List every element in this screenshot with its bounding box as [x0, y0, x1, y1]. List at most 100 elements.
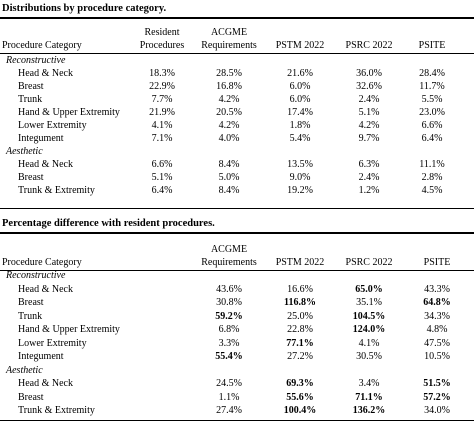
row-category: Trunk: [18, 94, 43, 105]
value-cell: 100.4%: [283, 405, 317, 416]
table-bottom-rule: [0, 420, 474, 421]
value-cell: 55.6%: [286, 391, 314, 403]
row-category: Breast: [18, 391, 44, 403]
value-cell: 35.1%: [356, 297, 382, 308]
value-cell: 28.4%: [419, 68, 445, 79]
value-cell: 5.5%: [421, 94, 443, 105]
value-cell: 124.0%: [352, 324, 386, 335]
value-cell: 28.5%: [216, 68, 242, 79]
value-cell: 1.8%: [289, 120, 311, 131]
row-category: Head & Neck: [18, 378, 73, 389]
value-cell: 27.4%: [216, 405, 242, 416]
row-category: Breast: [18, 172, 44, 183]
table-bottom-rule: [0, 208, 474, 209]
value-cell: 30.5%: [356, 351, 382, 362]
value-cell: 21.6%: [287, 68, 313, 79]
column-header: ACGME Requirements: [201, 244, 257, 268]
value-cell: 8.4%: [218, 159, 240, 170]
value-cell: 10.5%: [424, 351, 450, 362]
column-header: PSITE: [418, 40, 446, 51]
value-cell: 16.6%: [287, 283, 313, 295]
row-category: Head & Neck: [18, 68, 73, 79]
section-label: Reconstructive: [6, 270, 66, 281]
row-category: Head & Neck: [18, 159, 73, 170]
value-cell: 4.2%: [218, 94, 240, 105]
value-cell: 1.2%: [358, 185, 380, 196]
value-cell: 5.1%: [358, 107, 380, 118]
value-cell: 7.1%: [151, 133, 173, 144]
value-cell: 64.8%: [423, 297, 451, 308]
value-cell: 27.2%: [287, 351, 313, 362]
value-cell: 43.6%: [216, 283, 242, 295]
value-cell: 69.3%: [286, 378, 314, 389]
row-category: Integument: [18, 351, 64, 362]
value-cell: 34.0%: [424, 405, 450, 416]
value-cell: 19.2%: [287, 185, 313, 196]
value-cell: 17.4%: [287, 107, 313, 118]
value-cell: 16.8%: [216, 81, 242, 92]
value-cell: 6.0%: [289, 81, 311, 92]
value-cell: 65.0%: [355, 283, 383, 295]
row-category: Hand & Upper Extremity: [18, 324, 120, 335]
value-cell: 36.0%: [356, 68, 382, 79]
value-cell: 20.5%: [216, 107, 242, 118]
value-cell: 4.1%: [151, 120, 173, 131]
header-rule: [0, 53, 474, 54]
row-category: Trunk: [18, 310, 43, 322]
value-cell: 23.0%: [419, 107, 445, 118]
section-label: Aesthetic: [6, 364, 43, 376]
row-category: Lower Extremity: [18, 120, 87, 131]
value-cell: 18.3%: [149, 68, 175, 79]
value-cell: 32.6%: [356, 81, 382, 92]
value-cell: 6.4%: [421, 133, 443, 144]
row-category: Lower Extremity: [18, 337, 87, 349]
header-rule: [0, 270, 474, 271]
table-caption: Distributions by procedure category.: [2, 3, 167, 14]
column-header: Resident Procedures: [139, 27, 185, 51]
value-cell: 71.1%: [355, 391, 383, 403]
value-cell: 11.1%: [419, 159, 445, 170]
value-cell: 22.8%: [287, 324, 313, 335]
value-cell: 2.8%: [421, 172, 443, 183]
table-top-rule: [0, 17, 474, 19]
value-cell: 6.6%: [151, 159, 173, 170]
section-label: Aesthetic: [6, 146, 43, 157]
value-cell: 5.1%: [151, 172, 173, 183]
value-cell: 51.5%: [423, 378, 451, 389]
value-cell: 4.2%: [358, 120, 380, 131]
row-category: Hand & Upper Extremity: [18, 107, 120, 118]
value-cell: 59.2%: [215, 310, 243, 322]
value-cell: 8.4%: [218, 185, 240, 196]
value-cell: 4.8%: [426, 324, 448, 335]
value-cell: 5.0%: [218, 172, 240, 183]
value-cell: 21.9%: [149, 107, 175, 118]
column-header: PSRC 2022: [345, 257, 393, 268]
value-cell: 3.3%: [218, 337, 240, 349]
section-label: Reconstructive: [6, 55, 66, 66]
value-cell: 6.6%: [421, 120, 443, 131]
column-header: PSTM 2022: [275, 40, 325, 51]
row-category: Trunk & Extremity: [18, 405, 95, 416]
value-cell: 6.0%: [289, 94, 311, 105]
value-cell: 4.0%: [218, 133, 240, 144]
row-category: Integument: [18, 133, 64, 144]
table-caption: Percentage difference with resident proc…: [2, 218, 215, 229]
value-cell: 77.1%: [286, 337, 314, 349]
value-cell: 1.1%: [218, 391, 240, 403]
header-procedure-category: Procedure Category: [2, 257, 82, 268]
row-category: Breast: [18, 297, 44, 308]
value-cell: 6.8%: [218, 324, 240, 335]
table-top-rule: [0, 232, 474, 234]
value-cell: 4.1%: [358, 337, 380, 349]
value-cell: 25.0%: [287, 310, 313, 322]
value-cell: 55.4%: [215, 351, 243, 362]
value-cell: 6.4%: [151, 185, 173, 196]
row-category: Breast: [18, 81, 44, 92]
value-cell: 57.2%: [423, 391, 451, 403]
value-cell: 43.3%: [424, 283, 450, 295]
value-cell: 7.7%: [151, 94, 173, 105]
value-cell: 24.5%: [216, 378, 242, 389]
value-cell: 136.2%: [352, 405, 386, 416]
column-header: ACGME Requirements: [201, 27, 257, 51]
column-header: PSTM 2022: [275, 257, 325, 268]
